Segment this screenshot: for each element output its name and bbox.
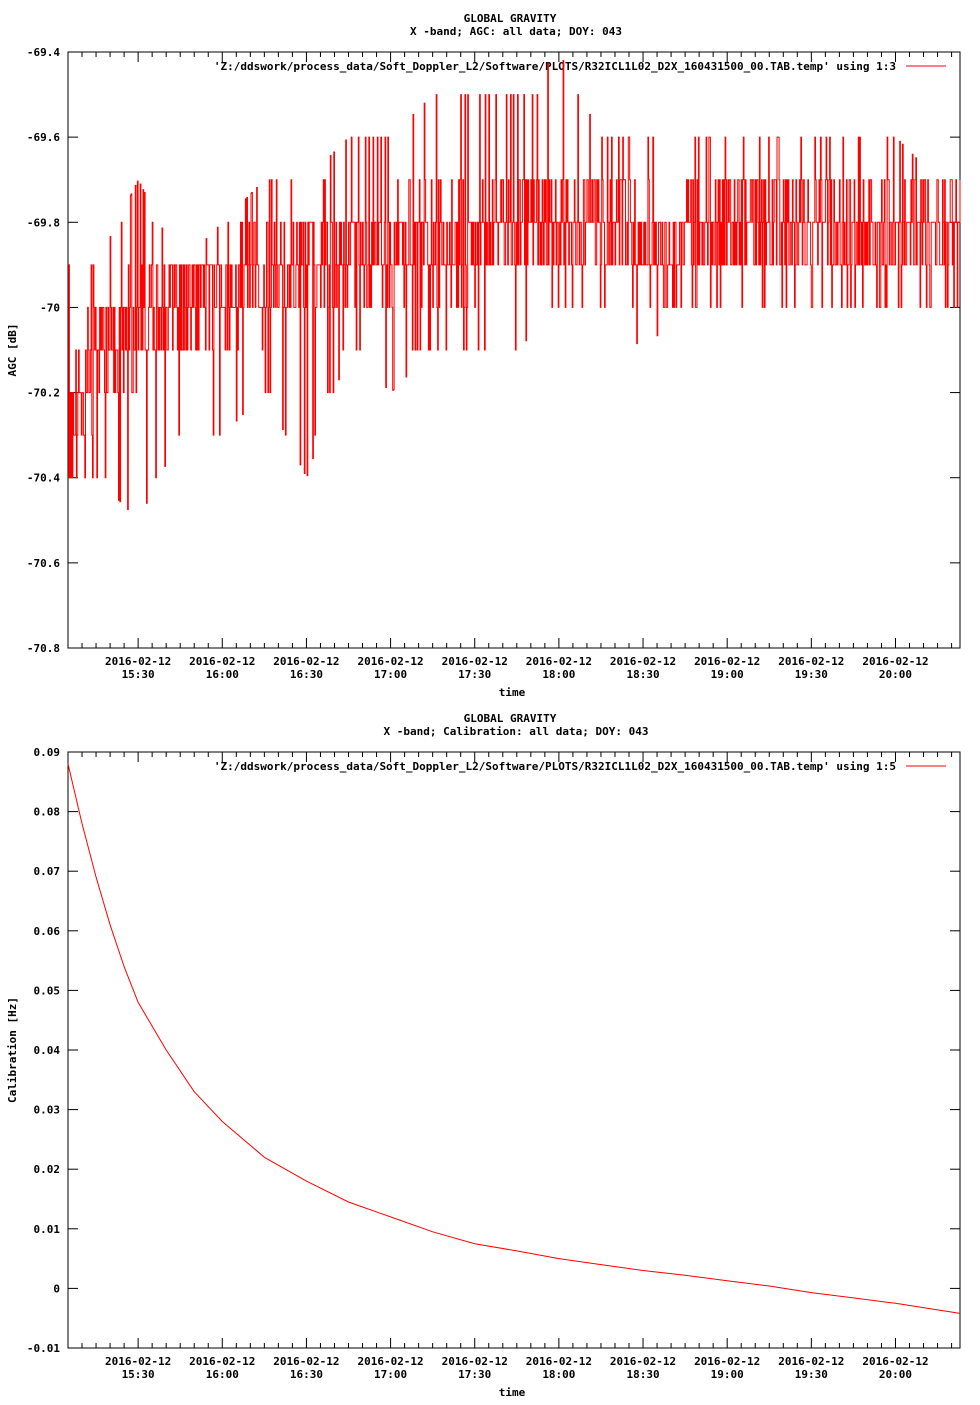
x-tick-label-date: 2016-02-12 bbox=[694, 655, 760, 668]
x-tick-label-date: 2016-02-12 bbox=[526, 1355, 592, 1368]
x-axis-label: time bbox=[499, 1386, 526, 1399]
x-tick-label-time: 15:30 bbox=[122, 1368, 155, 1381]
legend-label: 'Z:/ddswork/process_data/Soft_Doppler_L2… bbox=[214, 60, 896, 73]
y-tick-label: 0.05 bbox=[34, 984, 61, 997]
y-tick-label: -69.4 bbox=[27, 46, 60, 59]
x-tick-label-date: 2016-02-12 bbox=[610, 655, 676, 668]
x-tick-label-time: 16:30 bbox=[290, 1368, 323, 1381]
y-tick-label: 0.03 bbox=[34, 1104, 61, 1117]
x-tick-label-date: 2016-02-12 bbox=[778, 655, 844, 668]
x-tick-label-time: 19:30 bbox=[795, 668, 828, 681]
x-tick-label-time: 17:30 bbox=[458, 668, 491, 681]
y-axis-label: AGC [dB] bbox=[6, 324, 19, 377]
y-tick-label: -69.6 bbox=[27, 131, 60, 144]
x-tick-label-date: 2016-02-12 bbox=[273, 655, 339, 668]
y-tick-label: -69.8 bbox=[27, 216, 60, 229]
x-tick-label-time: 17:30 bbox=[458, 1368, 491, 1381]
x-tick-label-time: 20:00 bbox=[879, 668, 912, 681]
x-tick-label-time: 17:00 bbox=[374, 1368, 407, 1381]
plot-frame bbox=[67, 51, 961, 649]
x-tick-label-time: 20:00 bbox=[879, 1368, 912, 1381]
chart-subtitle: X -band; Calibration: all data; DOY: 043 bbox=[384, 725, 649, 738]
y-tick-label: 0 bbox=[53, 1282, 60, 1295]
y-tick-label: -70.6 bbox=[27, 557, 60, 570]
chart-title: GLOBAL GRAVITY bbox=[464, 712, 557, 725]
y-tick-label: 0.06 bbox=[34, 925, 61, 938]
y-tick-label: 0.04 bbox=[34, 1044, 61, 1057]
x-tick-label-time: 17:00 bbox=[374, 668, 407, 681]
y-tick-label: 0.09 bbox=[34, 746, 61, 759]
x-tick-label-date: 2016-02-12 bbox=[273, 1355, 339, 1368]
x-tick-label-time: 15:30 bbox=[122, 668, 155, 681]
x-tick-label-date: 2016-02-12 bbox=[862, 1355, 928, 1368]
chart-title: GLOBAL GRAVITY bbox=[464, 12, 557, 25]
x-tick-label-time: 16:00 bbox=[206, 668, 239, 681]
x-tick-label-time: 16:00 bbox=[206, 1368, 239, 1381]
x-tick-label-date: 2016-02-12 bbox=[778, 1355, 844, 1368]
x-tick-label-time: 19:00 bbox=[711, 1368, 744, 1381]
plot-frame bbox=[67, 751, 961, 1349]
y-tick-label: 0.07 bbox=[34, 865, 61, 878]
x-tick-label-time: 16:30 bbox=[290, 668, 323, 681]
legend-label: 'Z:/ddswork/process_data/Soft_Doppler_L2… bbox=[214, 760, 896, 773]
x-tick-label-date: 2016-02-12 bbox=[189, 655, 255, 668]
y-axis-label: Calibration [Hz] bbox=[6, 997, 19, 1103]
y-tick-label: 0.01 bbox=[34, 1223, 61, 1236]
x-tick-label-date: 2016-02-12 bbox=[189, 1355, 255, 1368]
y-tick-label: 0.02 bbox=[34, 1163, 61, 1176]
y-tick-label: 0.08 bbox=[34, 806, 61, 819]
x-tick-label-time: 18:00 bbox=[542, 668, 575, 681]
x-axis-label: time bbox=[499, 686, 526, 699]
y-tick-label: -70.8 bbox=[27, 642, 60, 655]
x-tick-label-date: 2016-02-12 bbox=[862, 655, 928, 668]
x-tick-label-date: 2016-02-12 bbox=[442, 1355, 508, 1368]
y-tick-label: -0.01 bbox=[27, 1342, 60, 1355]
x-tick-label-time: 19:00 bbox=[711, 668, 744, 681]
y-tick-label: -70.2 bbox=[27, 387, 60, 400]
x-tick-label-date: 2016-02-12 bbox=[357, 1355, 423, 1368]
x-tick-label-time: 18:30 bbox=[626, 1368, 659, 1381]
x-tick-label-time: 18:30 bbox=[626, 668, 659, 681]
series-line-agc bbox=[68, 60, 961, 511]
x-tick-label-date: 2016-02-12 bbox=[105, 655, 171, 668]
series-line-calibration bbox=[67, 763, 961, 1314]
y-tick-label: -70.4 bbox=[27, 472, 60, 485]
x-tick-label-date: 2016-02-12 bbox=[610, 1355, 676, 1368]
chart-subtitle: X -band; AGC: all data; DOY: 043 bbox=[410, 25, 622, 38]
x-tick-label-date: 2016-02-12 bbox=[526, 655, 592, 668]
x-tick-label-date: 2016-02-12 bbox=[694, 1355, 760, 1368]
x-tick-label-date: 2016-02-12 bbox=[105, 1355, 171, 1368]
x-tick-label-date: 2016-02-12 bbox=[357, 655, 423, 668]
y-tick-label: -70 bbox=[40, 301, 60, 314]
x-tick-label-time: 19:30 bbox=[795, 1368, 828, 1381]
x-tick-label-time: 18:00 bbox=[542, 1368, 575, 1381]
x-tick-label-date: 2016-02-12 bbox=[442, 655, 508, 668]
